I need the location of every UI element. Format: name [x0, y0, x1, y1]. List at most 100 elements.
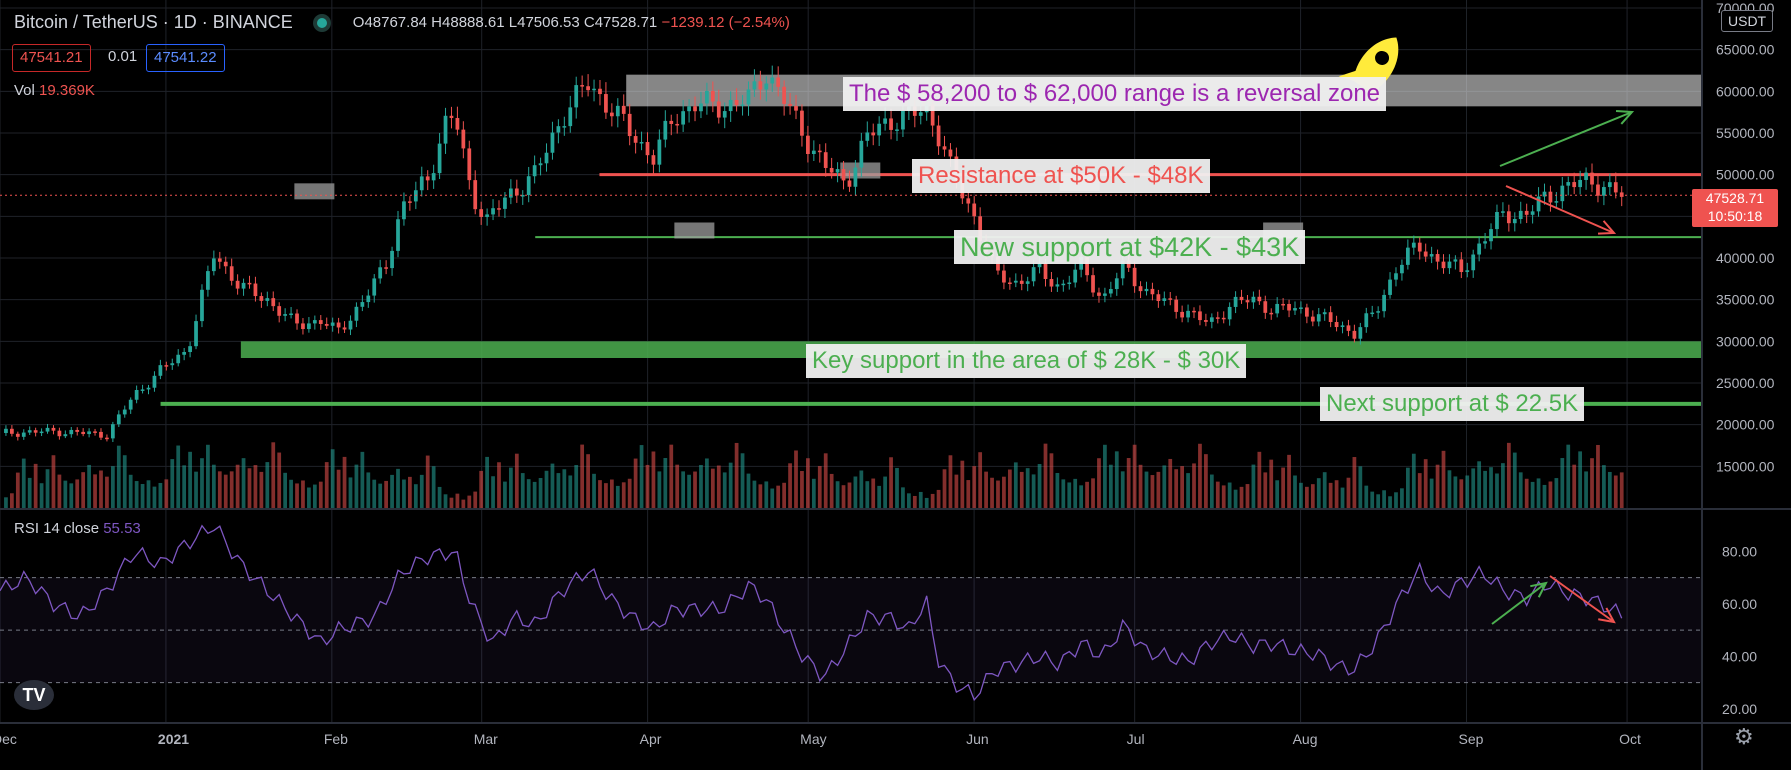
- volume-bar: [609, 479, 614, 508]
- volume-bar: [924, 497, 929, 508]
- candle-body: [1340, 325, 1345, 328]
- candle-body: [1198, 311, 1202, 321]
- candle-body: [99, 431, 103, 438]
- candle-body: [1156, 294, 1161, 301]
- candle-body: [1388, 279, 1392, 295]
- candle-body: [1483, 241, 1487, 244]
- candle-body: [1293, 308, 1297, 311]
- candle-body: [396, 219, 400, 251]
- volume-bar: [1358, 466, 1363, 508]
- candle-body: [229, 266, 234, 281]
- rsi-pane: [0, 524, 1702, 702]
- volume-value: 19.369K: [39, 82, 95, 99]
- volume-bar: [960, 460, 965, 508]
- volume-bar: [75, 479, 80, 508]
- volume-bar: [508, 467, 513, 508]
- candle-body: [265, 298, 270, 301]
- gear-icon[interactable]: ⚙: [1734, 724, 1754, 749]
- candle-body: [1423, 251, 1428, 257]
- rsi-tick-label: 60.00: [1722, 596, 1757, 612]
- candle-body: [1049, 279, 1054, 287]
- volume-bar: [45, 469, 50, 508]
- volume-bar: [514, 453, 519, 508]
- volume-bar: [1114, 451, 1119, 508]
- volume-bar: [752, 480, 757, 508]
- last-price-value: 47528.71: [1705, 190, 1765, 207]
- volume-bar: [1019, 471, 1024, 508]
- candle-body: [895, 129, 899, 131]
- volume-bar: [794, 450, 798, 508]
- volume-bar: [431, 466, 436, 508]
- volume-bar: [1049, 453, 1054, 508]
- candle-body: [1536, 196, 1541, 212]
- volume-bar: [996, 480, 1000, 508]
- symbol-title[interactable]: Bitcoin / TetherUS · 1D · BINANCE: [14, 12, 293, 32]
- buy-button[interactable]: 47541.22: [146, 44, 225, 72]
- candle-body: [645, 142, 650, 156]
- candle-body: [1495, 211, 1499, 230]
- currency-button[interactable]: USDT: [1721, 10, 1774, 32]
- candle-body: [342, 327, 347, 330]
- candle-body: [235, 280, 240, 289]
- volume-bar: [419, 474, 424, 508]
- volume-bar: [871, 478, 876, 508]
- candle-body: [1097, 292, 1101, 296]
- volume-bar: [1590, 458, 1594, 508]
- market-status-icon: [316, 17, 327, 28]
- candle-body: [223, 261, 228, 267]
- volume-bar: [182, 465, 187, 508]
- volume-bar: [615, 485, 620, 508]
- candle-body: [728, 99, 733, 112]
- candle-body: [883, 118, 887, 124]
- volume-bar: [354, 464, 359, 508]
- candle-body: [473, 180, 478, 210]
- volume-bar: [1459, 479, 1464, 508]
- candle-body: [841, 169, 846, 181]
- candle-body: [1144, 288, 1149, 292]
- candle-body: [455, 118, 460, 130]
- volume-bar: [1257, 451, 1262, 508]
- candle-body: [806, 135, 810, 155]
- candle-body: [1245, 300, 1250, 303]
- volume-bar: [449, 497, 454, 508]
- level-marker: [294, 183, 335, 200]
- volume-bar: [390, 474, 394, 508]
- volume-bar: [1103, 444, 1107, 508]
- price-tick-label: 50000.00: [1716, 167, 1775, 183]
- rsi-tick-label: 80.00: [1722, 543, 1757, 559]
- volume-bar: [4, 497, 8, 508]
- time-tick-label: Sep: [1459, 731, 1484, 747]
- volume-bar: [1382, 490, 1386, 508]
- volume-bar: [1489, 467, 1493, 508]
- volume-bar: [27, 477, 32, 508]
- candle-body: [681, 111, 686, 125]
- tradingview-logo[interactable]: TV: [14, 680, 54, 710]
- candle-body: [740, 104, 745, 106]
- price-tick-label: 15000.00: [1716, 458, 1775, 474]
- volume-bar: [1435, 464, 1440, 508]
- candle-body: [431, 173, 436, 181]
- volume-bar: [360, 451, 365, 508]
- candle-body: [467, 148, 472, 181]
- volume-bar: [883, 476, 887, 508]
- candle-body: [1192, 310, 1196, 313]
- volume-bar: [966, 480, 971, 508]
- candle-body: [378, 267, 383, 279]
- candle-body: [307, 323, 311, 330]
- volume-bar: [1619, 472, 1624, 508]
- sell-button[interactable]: 47541.21: [12, 44, 91, 72]
- candle-body: [1007, 282, 1012, 285]
- candle-body: [1501, 211, 1505, 213]
- candle-body: [182, 352, 187, 355]
- candle-body: [1358, 327, 1363, 339]
- candle-body: [699, 103, 703, 112]
- volume-bar: [770, 488, 775, 508]
- candle-body: [859, 140, 864, 168]
- candle-body: [722, 111, 727, 118]
- volume-bar: [497, 462, 501, 508]
- candle-body: [1506, 211, 1511, 224]
- candles-layer: [0, 65, 1702, 443]
- candle-body: [788, 103, 792, 106]
- volume-bar: [586, 454, 590, 508]
